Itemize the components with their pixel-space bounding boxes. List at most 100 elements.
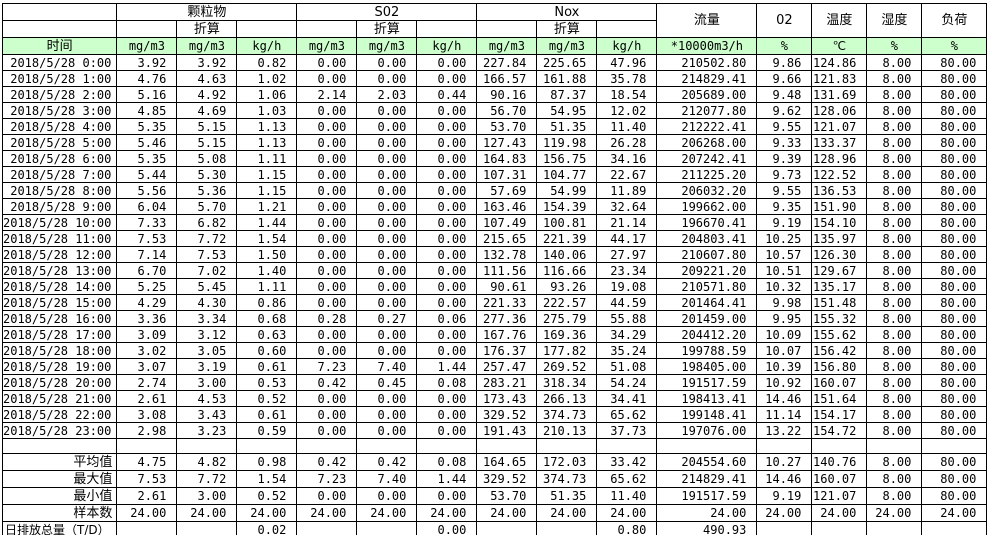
- value-cell: 227.84: [476, 54, 538, 71]
- value-cell: 8.00: [866, 86, 923, 103]
- value-cell: 9.35: [756, 198, 813, 215]
- time-column-header: 时间: [1, 37, 118, 55]
- header-spacer-cell: [476, 20, 538, 38]
- time-cell: 2018/5/28 22:00: [1, 406, 118, 423]
- value-cell: 8.00: [866, 278, 923, 295]
- time-cell: 2018/5/28 12:00: [1, 246, 118, 263]
- converted-header-so2: 折算: [356, 20, 418, 38]
- value-cell: 154.39: [536, 198, 598, 215]
- value-cell: 135.17: [811, 278, 868, 295]
- value-cell: 160.07: [811, 374, 868, 391]
- value-cell: 0.00: [296, 294, 358, 311]
- value-cell: 204803.41: [656, 230, 758, 247]
- time-cell: 2018/5/28 6:00: [1, 150, 118, 167]
- value-cell: 13.22: [756, 422, 813, 439]
- group-header-nox: Nox: [476, 3, 658, 21]
- value-cell: 4.76: [116, 70, 178, 87]
- value-cell: 5.35: [116, 118, 178, 135]
- value-cell: 126.30: [811, 246, 868, 263]
- summary-value-cell: 3.00: [176, 487, 238, 505]
- value-cell: 44.59: [596, 294, 658, 311]
- value-cell: 206268.00: [656, 134, 758, 151]
- value-cell: 8.00: [866, 102, 923, 119]
- summary-value-cell: 191517.59: [656, 487, 758, 505]
- time-cell: 2018/5/28 3:00: [1, 102, 118, 119]
- summary-value-cell: 24.00: [296, 504, 358, 522]
- time-cell: 2018/5/28 7:00: [1, 166, 118, 183]
- time-cell: 2018/5/28 13:00: [1, 262, 118, 279]
- table-row: 2018/5/28 4:00 5.35 5.15 1.13 0.00 0.00 0.00 53…: [1, 118, 988, 135]
- header-spacer-cell: [596, 20, 658, 38]
- value-cell: 151.64: [811, 390, 868, 407]
- value-cell: 0.00: [296, 406, 358, 423]
- value-cell: 32.64: [596, 198, 658, 215]
- value-cell: 107.49: [476, 214, 538, 231]
- value-cell: 214829.41: [656, 70, 758, 87]
- table-row: 2018/5/28 15:00 4.29 4.30 0.86 0.00 0.00 0.00 2…: [1, 294, 988, 311]
- summary-value-cell: 24.00: [921, 504, 988, 522]
- value-cell: 318.34: [536, 374, 598, 391]
- unit-header-humidity: %: [866, 37, 923, 55]
- blank-row: [1, 438, 988, 454]
- blank-cell: [536, 438, 598, 454]
- daily-total-value-cell: [756, 521, 813, 535]
- emissions-report-table: 颗粒物 S02 Nox 流量 02 温度 湿度 负荷 折算 折算 折算 时间 m…: [1, 3, 988, 535]
- summary-value-cell: 24.00: [476, 504, 538, 522]
- value-cell: 0.00: [356, 166, 418, 183]
- header-converted-row: 折算 折算 折算: [1, 20, 987, 38]
- value-cell: 0.00: [416, 326, 478, 343]
- table-row: 2018/5/28 20:00 2.74 3.00 0.53 0.42 0.45 0.08 2…: [1, 374, 988, 391]
- summary-value-cell: 0.52: [236, 487, 298, 505]
- value-cell: 9.39: [756, 150, 813, 167]
- group-header-particulate: 颗粒物: [116, 3, 298, 21]
- value-cell: 54.24: [596, 374, 658, 391]
- unit-header-so2-converted-mgm3: mg/m3: [356, 37, 418, 55]
- value-cell: 80.00: [921, 246, 988, 263]
- value-cell: 1.11: [236, 278, 298, 295]
- value-cell: 9.73: [756, 166, 813, 183]
- value-cell: 10.25: [756, 230, 813, 247]
- summary-value-cell: 11.40: [596, 487, 658, 505]
- value-cell: 0.00: [296, 390, 358, 407]
- value-cell: 197076.00: [656, 422, 758, 439]
- value-cell: 0.61: [236, 406, 298, 423]
- value-cell: 3.05: [176, 342, 238, 359]
- value-cell: 0.00: [356, 150, 418, 167]
- value-cell: 0.00: [296, 70, 358, 87]
- unit-header-pm-mgm3: mg/m3: [116, 37, 178, 55]
- daily-total-value-cell: [536, 521, 598, 535]
- unit-header-pm-converted-mgm3: mg/m3: [176, 37, 238, 55]
- table-row: 2018/5/28 2:00 5.16 4.92 1.06 2.14 2.03 0.44 90…: [1, 86, 988, 103]
- table-row: 2018/5/28 6:00 5.35 5.08 1.11 0.00 0.00 0.00 16…: [1, 150, 988, 167]
- value-cell: 26.28: [596, 134, 658, 151]
- value-cell: 56.70: [476, 102, 538, 119]
- summary-row: 样本数 24.00 24.00 24.00 24.00 24.00 24.00 24.00 24…: [1, 504, 988, 522]
- summary-value-cell: 24.00: [536, 504, 598, 522]
- converted-header-nox: 折算: [536, 20, 598, 38]
- time-cell: 2018/5/28 4:00: [1, 118, 118, 135]
- value-cell: 0.00: [416, 214, 478, 231]
- summary-value-cell: 7.23: [296, 470, 358, 488]
- value-cell: 104.77: [536, 166, 598, 183]
- value-cell: 80.00: [921, 198, 988, 215]
- value-cell: 119.98: [536, 134, 598, 151]
- time-cell: 2018/5/28 10:00: [1, 214, 118, 231]
- daily-total-label-cell: 日排放总量（T/D）: [1, 521, 118, 535]
- value-cell: 1.06: [236, 86, 298, 103]
- summary-value-cell: 172.03: [536, 453, 598, 471]
- summary-value-cell: 214829.41: [656, 470, 758, 488]
- value-cell: 6.70: [116, 262, 178, 279]
- time-cell: 2018/5/28 20:00: [1, 374, 118, 391]
- value-cell: 132.78: [476, 246, 538, 263]
- value-cell: 80.00: [921, 326, 988, 343]
- value-cell: 131.69: [811, 86, 868, 103]
- time-cell: 2018/5/28 8:00: [1, 182, 118, 199]
- value-cell: 0.27: [356, 310, 418, 327]
- header-units-row: 时间 mg/m3 mg/m3 kg/h mg/m3 mg/m3 kg/h mg/…: [1, 37, 988, 55]
- summary-value-cell: 24.00: [811, 504, 868, 522]
- time-cell: 2018/5/28 5:00: [1, 134, 118, 151]
- value-cell: 0.00: [296, 278, 358, 295]
- value-cell: 3.09: [116, 326, 178, 343]
- value-cell: 9.55: [756, 182, 813, 199]
- value-cell: 0.00: [356, 230, 418, 247]
